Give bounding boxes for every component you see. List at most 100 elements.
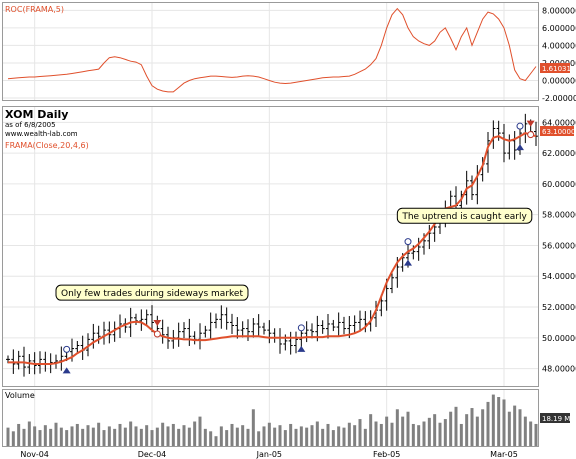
price-bar xyxy=(272,328,277,343)
volume-bar xyxy=(241,425,245,446)
buy-signal-marker xyxy=(404,238,412,246)
volume-bar xyxy=(225,430,229,446)
volume-bar xyxy=(59,427,63,446)
price-bar xyxy=(342,316,346,335)
volume-bar xyxy=(257,431,261,446)
volume-bar xyxy=(193,421,197,446)
price-bar xyxy=(518,128,522,155)
price-bar xyxy=(187,318,192,346)
volume-bar xyxy=(427,417,431,446)
price-bar xyxy=(86,333,90,357)
price-bar xyxy=(91,323,96,349)
price-bar xyxy=(278,328,282,354)
volume-bar xyxy=(454,406,458,446)
buy-signal-arrow xyxy=(297,345,306,352)
y-axis-ticks: 8.0000006.0000004.0000002.0000000.000000… xyxy=(542,6,576,373)
volume-bar xyxy=(518,409,522,446)
volume-bar xyxy=(507,411,511,446)
x-tick-label: Feb-05 xyxy=(373,450,400,459)
volume-bar xyxy=(321,428,325,446)
volume-bar xyxy=(118,423,122,446)
volume-bar xyxy=(465,414,469,446)
price-bar xyxy=(246,319,250,342)
volume-bar xyxy=(49,428,53,446)
volume-bar xyxy=(406,411,410,446)
price-bar xyxy=(502,123,506,163)
volume-bar xyxy=(203,428,207,446)
buy-signal-marker xyxy=(297,324,305,332)
annotation-sideways: Only few trades during sideways market xyxy=(55,284,249,301)
volume-bar xyxy=(107,426,111,446)
volume-bar xyxy=(70,426,74,446)
roc-panel-label: ROC(FRAMA,5) xyxy=(5,5,64,14)
volume-bar xyxy=(294,428,298,446)
volume-bar xyxy=(209,431,213,446)
price-bar xyxy=(96,325,101,344)
volume-bar xyxy=(182,425,186,446)
volume-bar xyxy=(38,430,42,446)
volume-bar xyxy=(369,414,373,446)
volume-bar xyxy=(219,426,223,446)
volume-bar xyxy=(395,409,399,446)
price-bar xyxy=(491,120,496,149)
volume-bar xyxy=(486,401,490,446)
x-tick-label: Mar-05 xyxy=(490,450,518,459)
volume-bar xyxy=(459,423,463,446)
price-last-value: 63.10000 xyxy=(542,128,575,136)
volume-bar xyxy=(246,428,250,446)
volume-bar xyxy=(33,426,37,446)
x-tick-label: Nov-04 xyxy=(20,450,48,459)
volume-bar xyxy=(438,422,442,446)
volume-bar xyxy=(166,426,170,446)
annotation-uptrend: The uptrend is caught early xyxy=(396,207,533,224)
volume-bars xyxy=(6,394,538,446)
volume-bar xyxy=(331,430,335,446)
price-bar xyxy=(310,323,314,339)
x-axis-ticks: Nov-04 Dec-04 Jan-05 Feb-05 Mar-05 xyxy=(20,450,517,459)
volume-bar xyxy=(230,423,234,446)
price-bar xyxy=(214,313,218,329)
volume-last-value-badge: 18.19 M xyxy=(540,413,570,423)
price-bar xyxy=(256,314,261,337)
price-bar xyxy=(416,237,421,261)
volume-bar xyxy=(97,422,101,446)
volume-last-value: 18.19 M xyxy=(542,415,570,423)
sell-signal-arrow xyxy=(526,120,535,127)
price-bar xyxy=(251,318,256,338)
price-bar xyxy=(523,113,528,144)
volume-bar xyxy=(11,431,15,446)
volume-bar xyxy=(177,428,181,446)
volume-bar xyxy=(113,428,117,446)
price-bar xyxy=(224,307,229,330)
annotation-uptrend-text: The uptrend is caught early xyxy=(401,212,527,222)
price-bar xyxy=(198,323,202,350)
chart-title: XOM Daily xyxy=(5,108,68,121)
x-tick-label: Jan-05 xyxy=(256,450,282,459)
volume-bar xyxy=(235,427,239,446)
roc-last-value: 1.61031 xyxy=(542,65,571,73)
price-bar xyxy=(59,346,64,371)
price-tick-label: 50.00000 xyxy=(542,334,576,343)
price-last-value-badge: 63.10000 xyxy=(540,126,575,136)
price-bar xyxy=(262,322,266,335)
price-bar xyxy=(240,321,245,338)
price-bar xyxy=(139,309,144,331)
volume-bar xyxy=(171,423,175,446)
price-bar xyxy=(512,131,517,160)
volume-bar xyxy=(363,428,367,446)
volume-bar xyxy=(315,421,319,446)
sell-signal-marker xyxy=(527,131,535,139)
volume-bar xyxy=(390,422,394,446)
volume-bar xyxy=(475,416,479,446)
price-tick-label: 54.00000 xyxy=(542,272,576,281)
trade-signals xyxy=(62,120,535,374)
buy-signal-arrow xyxy=(62,367,71,374)
volume-bar xyxy=(150,430,154,446)
volume-bar xyxy=(17,423,21,446)
price-bar xyxy=(230,313,234,335)
price-bar xyxy=(331,319,336,332)
price-bar xyxy=(208,312,213,341)
volume-bar xyxy=(491,394,495,446)
price-tick-label: 58.00000 xyxy=(542,211,576,220)
